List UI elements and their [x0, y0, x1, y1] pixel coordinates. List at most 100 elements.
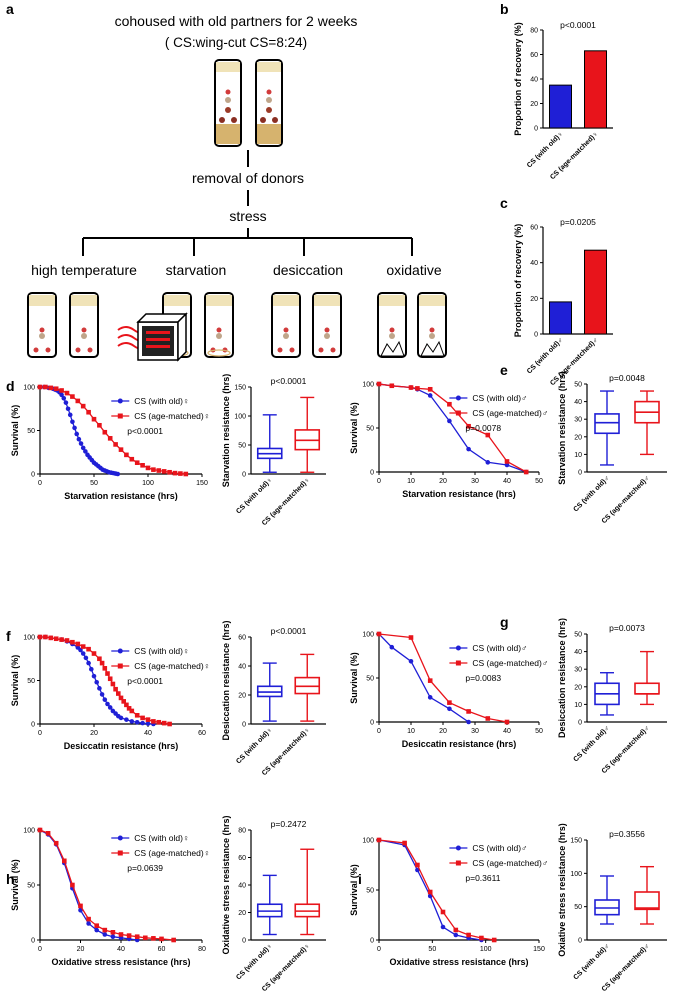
- chart-h-series-1-point: [126, 933, 132, 938]
- chart-g-series-0-point: [408, 658, 414, 664]
- legend-i-marker-1: [455, 860, 461, 866]
- stress-vial: [27, 292, 57, 358]
- chart-b-y-axis-title: Proportion of recovery (%): [513, 22, 523, 136]
- chart-i-series-1-point: [479, 935, 484, 941]
- chart-h-series-1-point: [37, 827, 43, 833]
- panel-a-label: a: [6, 1, 14, 17]
- vial-body: [27, 292, 57, 358]
- fly-head: [87, 347, 93, 353]
- chart-f-series-0-point: [86, 660, 91, 666]
- chart-e-box-y-tick-label: 10: [574, 452, 582, 459]
- panel-b-label: b: [500, 1, 509, 17]
- chart-d-series-1-point: [48, 385, 54, 391]
- chart-d-series-1-point: [129, 456, 135, 462]
- chart-g-series-1-point: [485, 716, 491, 721]
- chart-i-x-tick-label: 150: [533, 946, 545, 953]
- vial-plug: [29, 295, 55, 306]
- chart-d-series-1-point: [97, 422, 102, 428]
- chart-g-series-0-line: [378, 633, 469, 723]
- legend-i-label-1: CS (age-matched)♂: [472, 858, 548, 868]
- chart-f-series-1-point: [110, 681, 116, 687]
- chart-d-series-0-point: [80, 445, 86, 451]
- legend-h-label-1: CS (age-matched)♀: [134, 848, 210, 858]
- chart-d-series-0-point: [74, 431, 80, 437]
- chart-b-y-tick-label: 0: [534, 126, 538, 133]
- chart-h-series-1-point: [78, 903, 83, 909]
- schematic-title-line2: ( CS:wing-cut CS=8:24): [165, 35, 307, 50]
- chart-d-series-0-point: [67, 412, 73, 418]
- chart-e-x-axis-title: Starvation resistance (hrs): [402, 489, 516, 499]
- chart-f-series-1-point: [129, 708, 135, 714]
- chart-h-x-tick-label: 0: [38, 946, 42, 953]
- fly-head: [33, 347, 39, 353]
- chart-h-box-category-label-0: CS (with old)♀: [235, 942, 274, 981]
- chart-i-box-pvalue: p=0.3556: [609, 829, 645, 839]
- chart-b-category-label-0: CS (with old)♀: [526, 130, 565, 169]
- chart-e-x-tick-label: 0: [377, 478, 381, 485]
- chart-f-series-0-point: [105, 701, 110, 707]
- vial-body: [312, 292, 342, 358]
- chart-d-x-tick-label: 0: [38, 480, 42, 487]
- chart-d-series-1-point: [107, 436, 113, 441]
- chart-h-x-tick-label: 80: [198, 946, 206, 953]
- incubator-icon: [117, 312, 188, 362]
- chart-f-series-1-point: [86, 646, 91, 652]
- chart-d-series-0-point: [83, 449, 88, 454]
- legend-f-marker-1: [117, 663, 123, 669]
- panel-e-label: e: [500, 362, 508, 378]
- chart-h-series-1-point: [94, 923, 99, 928]
- chart-f-box-y-tick-label: 20: [238, 693, 246, 700]
- chart-f-series-1-point: [156, 719, 162, 725]
- chart-g-box-category-label-0: CS (with old)♂: [573, 724, 612, 763]
- chart-f-y-tick-label: 50: [27, 678, 35, 685]
- legend-h-marker-0: [117, 835, 123, 841]
- chart-i-box-category-label-0: CS (with old)♂: [573, 942, 612, 981]
- chart-e-y-tick-label: 100: [362, 382, 374, 389]
- chart-h-series-1-point: [151, 936, 156, 941]
- chart-f-series-1-point: [64, 638, 70, 643]
- vial-body: [271, 292, 301, 358]
- chart-h-series-1-point: [134, 934, 140, 939]
- chart-i-series-1-point: [427, 889, 433, 895]
- chart-f-series-1-point: [126, 706, 132, 711]
- chart-layer: b 0 20 40 60 80 Proportion of recovery (%) p<0.…: [6, 1, 667, 993]
- chart-d-y-axis-title: Survival (%): [10, 405, 20, 457]
- chart-d-series-1-point: [167, 469, 172, 475]
- panel-a: a cohoused with old partners for 2 weeks…: [6, 1, 447, 362]
- chart-f-box-pvalue: p<0.0001: [271, 626, 307, 636]
- fly-head: [289, 347, 295, 353]
- chart-e-box-y-tick-label: 20: [574, 434, 582, 441]
- box-plot-e-box: 0 10 20 30 40 50 Starvation resistance (hrs) p=…: [557, 371, 667, 525]
- condition-oxidative: oxidative: [386, 262, 441, 278]
- chart-h-box-y-tick-label: 60: [238, 855, 246, 862]
- chart-d-series-1-point: [43, 384, 48, 390]
- chart-f-series-1-point: [124, 702, 129, 708]
- stress-vial: [271, 292, 301, 358]
- chart-f-series-1-point: [134, 713, 140, 718]
- box-plot-f-box: 0 20 40 60 Desiccation resistance (hrs) p<0.0…: [221, 620, 326, 777]
- chart-g-x-tick-label: 0: [377, 728, 381, 735]
- chart-f-series-0-point: [102, 697, 108, 702]
- chart-i-y-tick-label: 0: [370, 938, 374, 945]
- chart-e-x-tick-label: 10: [407, 478, 415, 485]
- chart-d-series-1-point: [70, 394, 75, 399]
- chart-h-series-0-point: [78, 908, 83, 913]
- chart-h-box-y-tick-label: 0: [242, 938, 246, 945]
- chart-f-series-1-point: [102, 666, 108, 671]
- chart-f-series-0-point: [78, 647, 83, 653]
- chart-f-series-0-point: [80, 651, 86, 656]
- chart-b-bar-0: [549, 84, 572, 129]
- chart-f-series-0-point: [97, 686, 102, 691]
- chart-g-series-0-point: [389, 644, 395, 650]
- chart-b-y-tick-label: 20: [530, 101, 538, 108]
- chart-d-box-y-axis-title: Starvation resistance (hrs): [221, 374, 231, 488]
- chart-i-pvalue: p=0.3611: [465, 873, 500, 883]
- chart-i-series-1-point: [376, 837, 382, 843]
- chart-i-box-y-tick-label: 150: [570, 838, 582, 845]
- chart-b-bar-1: [584, 50, 607, 129]
- chart-i-series-1-line: [378, 839, 495, 941]
- chart-f-series-1-point: [161, 720, 167, 726]
- chart-d-series-0-point: [76, 436, 82, 442]
